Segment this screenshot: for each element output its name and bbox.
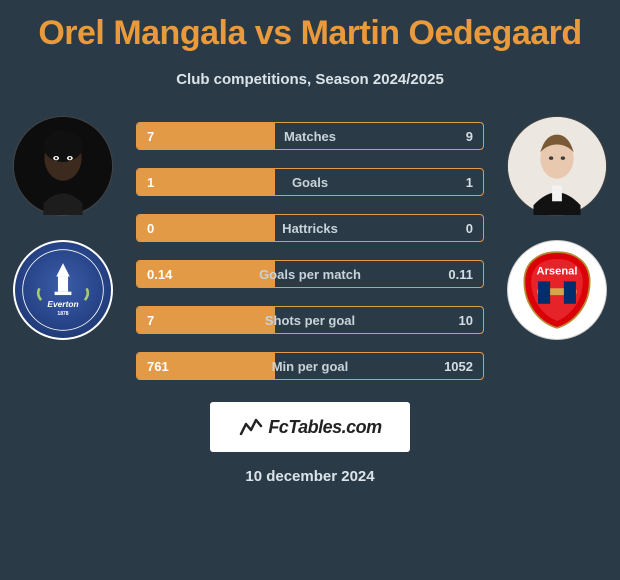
stat-label: Shots per goal [265,313,355,328]
stats-column: 7Matches91Goals10Hattricks00.14Goals per… [118,122,502,380]
stat-label: Goals [292,175,328,190]
right-side: Arsenal [502,116,612,340]
player-left-avatar [13,116,113,216]
stat-fill-left [137,215,275,241]
stat-value-right: 0 [466,221,473,236]
stat-row: 1 Goals 1 [136,168,484,196]
svg-text:1878: 1878 [57,311,68,317]
player-right-avatar [507,116,607,216]
svg-text:Everton: Everton [47,299,78,309]
stat-label: Matches [284,129,336,144]
content-row: Everton 1878 7Matches91Goals10Hattricks0… [0,116,620,380]
fctables-logo-icon [238,414,264,440]
player-right-avatar-icon [508,117,606,215]
footer-date: 10 december 2024 [0,468,620,485]
player-right-club-crest: Arsenal [507,240,607,340]
subtitle: Club competitions, Season 2024/2025 [0,71,620,88]
stat-value-left: 761 [147,359,169,374]
stat-label: Goals per match [259,267,361,282]
everton-crest-icon: Everton 1878 [21,244,105,336]
stat-value-right: 10 [459,313,473,328]
stat-value-left: 7 [147,129,154,144]
stat-row: 7 Shots per goal 10 [136,306,484,334]
stat-label: Hattricks [282,221,338,236]
arsenal-crest-icon: Arsenal [514,244,600,336]
stat-row: 7 Matches 9 [136,122,484,150]
page-title: Orel Mangala vs Martin Oedegaard [0,14,620,53]
stat-value-left: 7 [147,313,154,328]
stat-value-right: 0.11 [448,267,473,282]
svg-text:Arsenal: Arsenal [537,266,578,278]
stat-row: 761 Min per goal 1052 [136,352,484,380]
stat-row: 0 Hattricks 0 [136,214,484,242]
footer-brand-text: FcTables.com [268,417,381,438]
footer-brand-badge: FcTables.com [210,402,410,452]
comparison-card: Orel Mangala vs Martin Oedegaard Club co… [0,0,620,485]
stat-fill-left [137,169,275,195]
stat-value-left: 0.14 [147,267,172,282]
player-left-avatar-icon [14,117,112,215]
stat-label: Min per goal [272,359,349,374]
stat-value-right: 9 [466,129,473,144]
stat-value-left: 1 [147,175,154,190]
stat-fill-left [137,307,275,333]
stat-value-right: 1 [466,175,473,190]
stat-fill-left [137,123,275,149]
left-side: Everton 1878 [8,116,118,340]
stat-value-right: 1052 [444,359,473,374]
stat-value-left: 0 [147,221,154,236]
player-left-club-crest: Everton 1878 [13,240,113,340]
stat-row: 0.14 Goals per match 0.11 [136,260,484,288]
